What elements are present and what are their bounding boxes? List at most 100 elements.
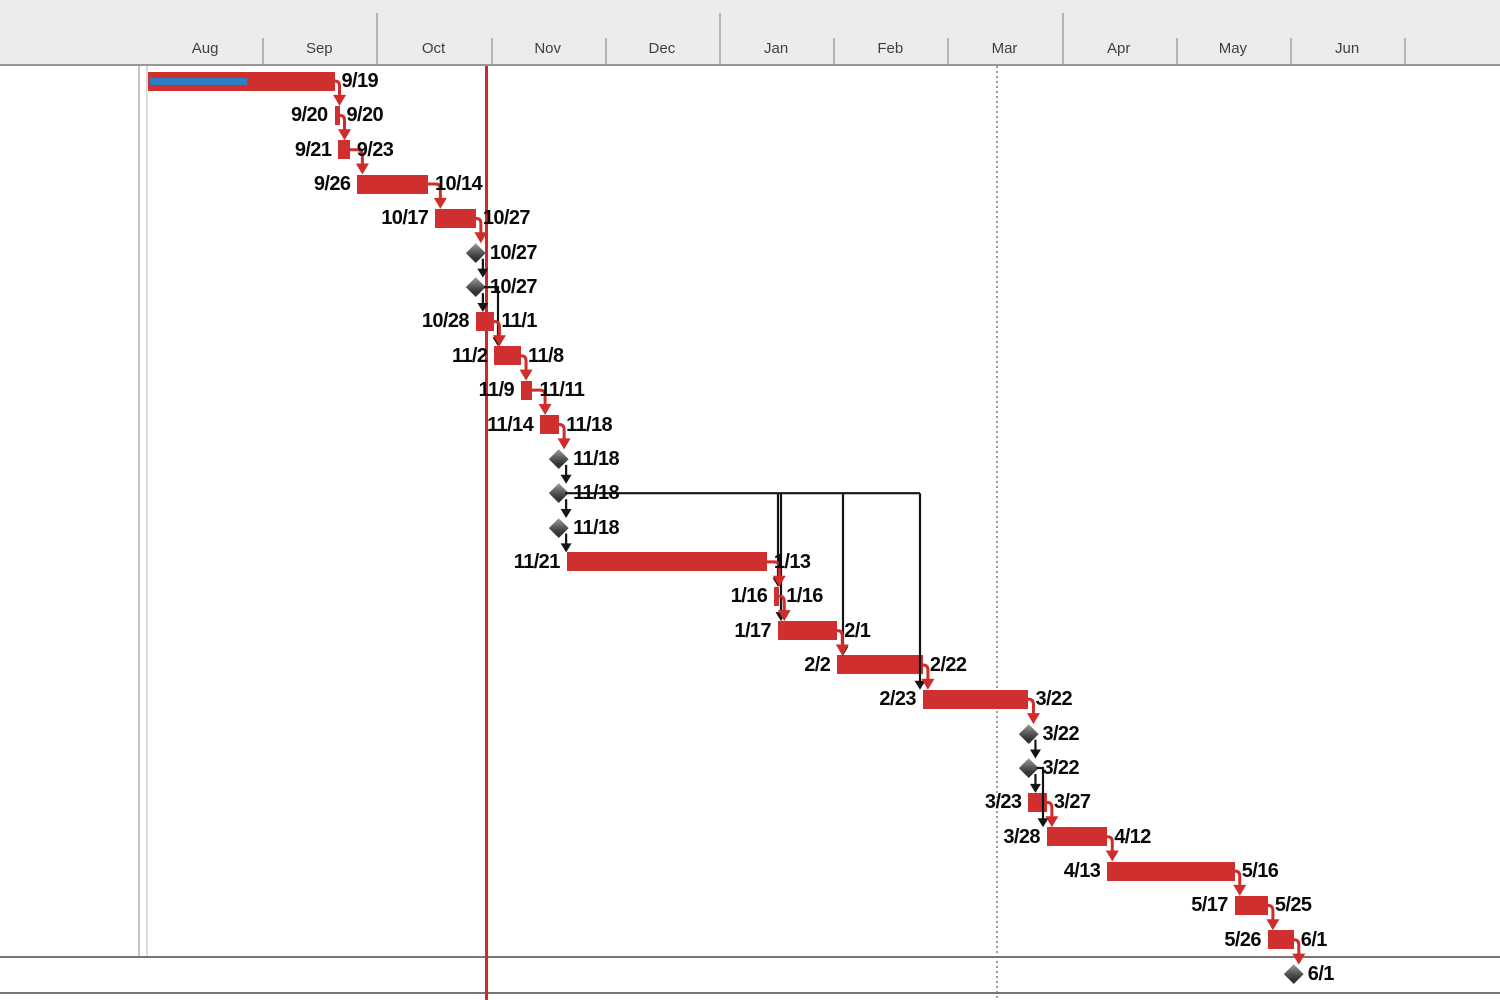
milestone-diamond[interactable] xyxy=(1018,758,1038,778)
milestone-diamond[interactable] xyxy=(1284,964,1304,984)
milestone-diamond[interactable] xyxy=(466,243,486,263)
dependency-arrowhead xyxy=(772,577,784,587)
task-date-label: 3/22 xyxy=(1042,722,1079,745)
dependency-arrowhead xyxy=(1029,783,1041,793)
timescale-month-label: May xyxy=(1218,40,1248,57)
task-bar[interactable] xyxy=(1267,930,1294,950)
timescale-month-label: Feb xyxy=(877,40,904,57)
task-date-label: 6/1 xyxy=(1307,963,1335,986)
task-bar[interactable] xyxy=(1046,827,1108,847)
task-date-label: 2/2 xyxy=(804,653,831,676)
task-bar[interactable] xyxy=(494,346,522,366)
task-date-label: 11/2 xyxy=(451,344,488,367)
timescale-month-label: Aug xyxy=(191,40,219,57)
task-date-label: 2/23 xyxy=(879,688,916,711)
task-date-label: 11/18 xyxy=(573,516,620,539)
timescale-tick xyxy=(1061,13,1064,64)
task-date-label: 9/23 xyxy=(356,138,394,161)
dependency-arrowhead xyxy=(433,197,447,209)
timescale-tick xyxy=(833,38,836,64)
task-date-label: 3/23 xyxy=(984,791,1022,814)
task-bar[interactable] xyxy=(540,415,560,434)
task-date-label: 5/17 xyxy=(1191,894,1228,917)
task-date-label: 10/17 xyxy=(381,207,429,230)
project-start-line xyxy=(138,66,140,956)
timescale-tick xyxy=(490,38,493,64)
task-date-label: 11/9 xyxy=(478,379,515,402)
dependency-arrowhead xyxy=(1026,713,1040,725)
task-bar[interactable] xyxy=(1028,792,1047,812)
task-progress-bar xyxy=(150,77,248,85)
dependency-arrowhead xyxy=(1045,816,1059,828)
task-date-label: 5/16 xyxy=(1241,860,1279,883)
task-bar[interactable] xyxy=(566,552,767,572)
current-date-line xyxy=(485,66,488,1000)
timescale-month-label: Oct xyxy=(421,40,446,57)
dependency-arrowhead xyxy=(560,543,572,553)
timescale-tick xyxy=(1404,38,1407,64)
task-date-label: 1/16 xyxy=(786,585,823,608)
task-date-label: 11/8 xyxy=(528,344,564,367)
task-date-label: 5/25 xyxy=(1274,894,1312,917)
timescale-header[interactable]: Aug Sep Oct Nov Dec Jan Feb Mar Apr May Jun xyxy=(0,0,1500,66)
milestone-diamond[interactable] xyxy=(1018,724,1038,744)
dependency-arrowhead xyxy=(333,94,347,106)
task-date-label: 10/14 xyxy=(434,173,483,196)
task-bar[interactable] xyxy=(521,380,533,400)
task-bar[interactable] xyxy=(1107,861,1235,881)
task-date-label: 2/22 xyxy=(929,653,967,676)
dependency-arrowhead xyxy=(1029,749,1041,759)
timescale-tick xyxy=(262,38,265,64)
dependency-arrowhead xyxy=(921,678,935,690)
dependency-arrowhead xyxy=(355,163,369,175)
dependency-arrowhead xyxy=(492,335,506,347)
task-bar[interactable] xyxy=(357,174,428,194)
milestone-diamond[interactable] xyxy=(549,518,569,538)
timescale-tick xyxy=(604,38,607,64)
task-date-label: 9/21 xyxy=(294,138,332,161)
task-date-label: 10/27 xyxy=(489,241,538,264)
task-date-label: 10/27 xyxy=(489,276,538,299)
task-date-label: 3/22 xyxy=(1035,688,1072,711)
dependency-arrowhead xyxy=(560,509,572,519)
milestone-diamond[interactable] xyxy=(549,449,569,469)
task-date-label: 11/21 xyxy=(513,550,561,573)
task-bar[interactable] xyxy=(922,689,1029,709)
dependency-arrowhead xyxy=(538,404,552,415)
dependency-arrowhead xyxy=(519,369,533,381)
timescale-month-label: Jan xyxy=(764,40,789,57)
task-bar[interactable] xyxy=(774,586,780,606)
timescale-tick xyxy=(947,38,950,64)
dependency-arrowhead xyxy=(775,612,787,622)
dependency-arrowhead xyxy=(772,575,786,587)
task-date-label: 3/22 xyxy=(1042,757,1079,779)
project-start-line xyxy=(146,66,148,956)
task-date-label: 11/1 xyxy=(501,310,537,333)
task-date-label: 2/1 xyxy=(844,619,871,642)
timescale-month-label: Mar xyxy=(991,40,1018,57)
milestone-diamond[interactable] xyxy=(466,277,486,297)
task-date-label: 9/20 xyxy=(346,104,384,127)
timescale-tick xyxy=(1175,38,1178,64)
task-bar[interactable] xyxy=(435,208,476,228)
task-date-label: 11/18 xyxy=(573,447,620,470)
dependency-arrowhead xyxy=(777,610,791,622)
task-date-label: 3/27 xyxy=(1053,791,1091,814)
task-bar[interactable] xyxy=(777,621,838,641)
task-bar[interactable] xyxy=(1234,895,1268,915)
task-date-label: 4/12 xyxy=(1114,825,1151,848)
task-date-label: 11/18 xyxy=(566,413,613,436)
dependency-arrowhead xyxy=(557,438,571,450)
timescale-month-label: Sep xyxy=(305,40,333,57)
task-bar[interactable] xyxy=(338,140,350,160)
summary-separator-line xyxy=(0,956,1500,958)
timescale-tick xyxy=(1290,38,1292,64)
timescale-tick xyxy=(719,13,721,64)
task-bar[interactable] xyxy=(334,105,340,125)
task-bar[interactable] xyxy=(475,311,495,331)
dependency-arrowhead xyxy=(492,337,504,347)
task-bar[interactable] xyxy=(837,655,923,675)
task-date-label: 1/17 xyxy=(734,619,771,642)
task-date-label: 1/16 xyxy=(730,585,768,608)
milestone-diamond[interactable] xyxy=(549,483,569,503)
